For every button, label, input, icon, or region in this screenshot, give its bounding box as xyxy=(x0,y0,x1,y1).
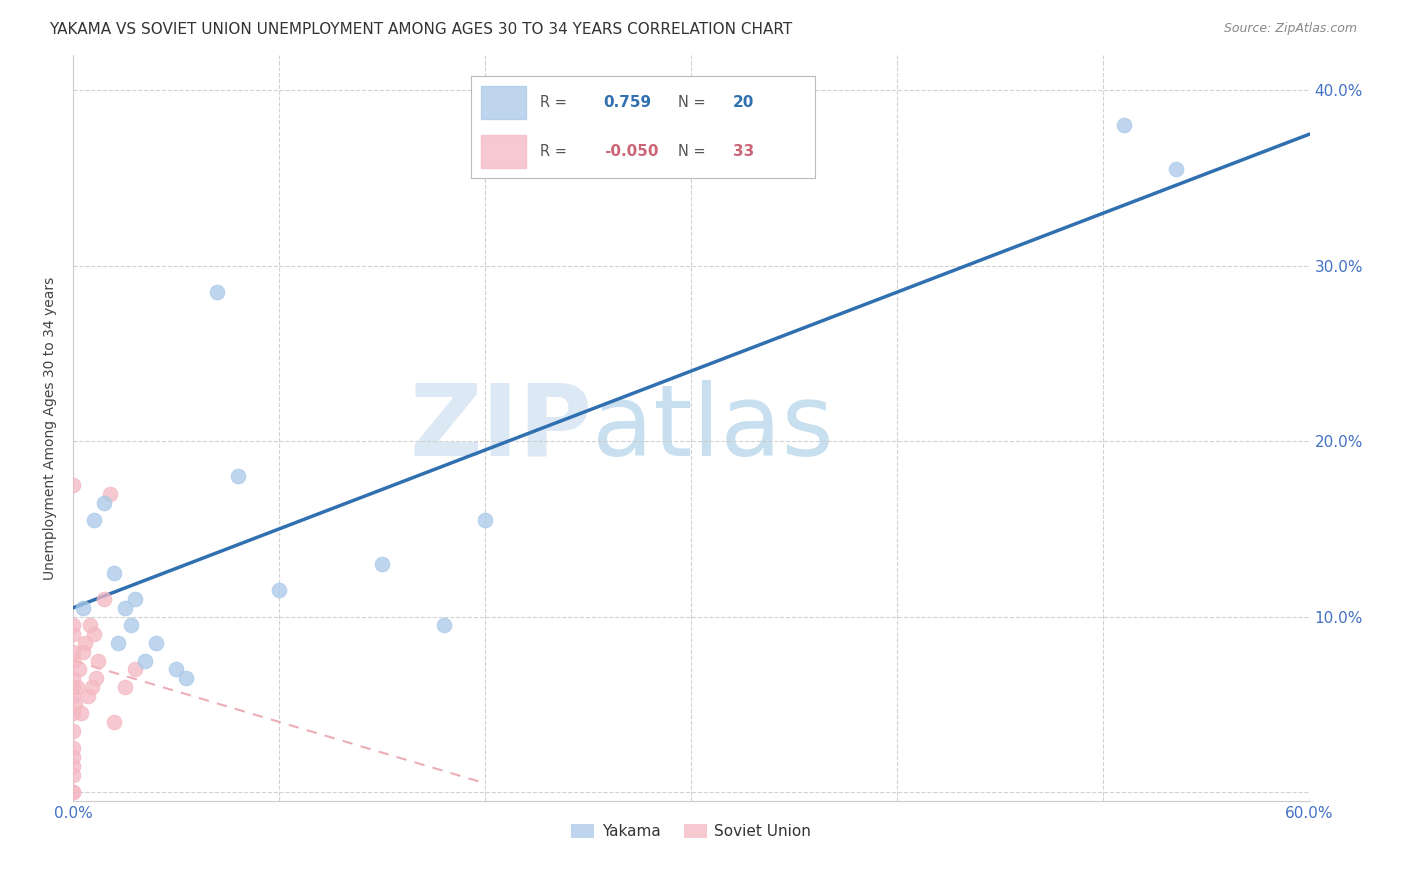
Point xyxy=(83,627,105,641)
Point xyxy=(66,680,89,694)
Point xyxy=(120,618,142,632)
Bar xyxy=(481,87,526,119)
Point xyxy=(433,618,456,632)
Point xyxy=(474,513,496,527)
Point xyxy=(62,785,84,799)
Point xyxy=(93,495,115,509)
Point xyxy=(67,662,90,676)
Point xyxy=(145,636,167,650)
Point xyxy=(62,680,84,694)
Point xyxy=(79,618,101,632)
Point xyxy=(62,653,84,667)
Point xyxy=(62,706,84,720)
Text: -0.050: -0.050 xyxy=(603,145,658,160)
Point xyxy=(371,557,394,571)
Text: R =: R = xyxy=(540,145,567,160)
Point xyxy=(84,671,107,685)
Point xyxy=(62,689,84,703)
Point xyxy=(62,759,84,773)
Point xyxy=(226,469,249,483)
Legend: Yakama, Soviet Union: Yakama, Soviet Union xyxy=(565,818,817,846)
Text: ZIP: ZIP xyxy=(409,379,592,476)
Text: N =: N = xyxy=(678,95,706,110)
Text: 33: 33 xyxy=(733,145,754,160)
Bar xyxy=(481,136,526,168)
Point xyxy=(87,653,110,667)
Text: Source: ZipAtlas.com: Source: ZipAtlas.com xyxy=(1223,22,1357,36)
Point xyxy=(124,592,146,607)
Point xyxy=(62,627,84,641)
Point xyxy=(165,662,187,676)
Point xyxy=(176,671,198,685)
Y-axis label: Unemployment Among Ages 30 to 34 years: Unemployment Among Ages 30 to 34 years xyxy=(44,277,58,580)
Point xyxy=(98,487,121,501)
Point xyxy=(72,645,94,659)
Text: YAKAMA VS SOVIET UNION UNEMPLOYMENT AMONG AGES 30 TO 34 YEARS CORRELATION CHART: YAKAMA VS SOVIET UNION UNEMPLOYMENT AMON… xyxy=(49,22,793,37)
Point xyxy=(72,600,94,615)
Point xyxy=(103,714,125,729)
Point xyxy=(207,285,229,299)
Point xyxy=(62,645,84,659)
Point xyxy=(80,680,103,694)
Point xyxy=(114,680,136,694)
Point xyxy=(63,698,86,712)
Point xyxy=(62,741,84,756)
Point xyxy=(75,636,97,650)
Point xyxy=(62,671,84,685)
Point xyxy=(62,478,84,492)
Point xyxy=(70,706,93,720)
Point xyxy=(62,618,84,632)
Point xyxy=(76,689,98,703)
Point xyxy=(62,767,84,781)
Point xyxy=(114,600,136,615)
Text: 20: 20 xyxy=(733,95,754,110)
Point xyxy=(134,653,156,667)
Text: R =: R = xyxy=(540,95,567,110)
Point xyxy=(1112,119,1135,133)
Text: N =: N = xyxy=(678,145,706,160)
Point xyxy=(103,566,125,580)
Point xyxy=(107,636,129,650)
Text: 0.759: 0.759 xyxy=(603,95,652,110)
Point xyxy=(83,513,105,527)
Point xyxy=(62,785,84,799)
Point xyxy=(124,662,146,676)
Point xyxy=(1164,162,1187,177)
Point xyxy=(62,750,84,764)
Point xyxy=(93,592,115,607)
Text: atlas: atlas xyxy=(592,379,834,476)
Point xyxy=(269,583,291,598)
Point xyxy=(62,723,84,738)
